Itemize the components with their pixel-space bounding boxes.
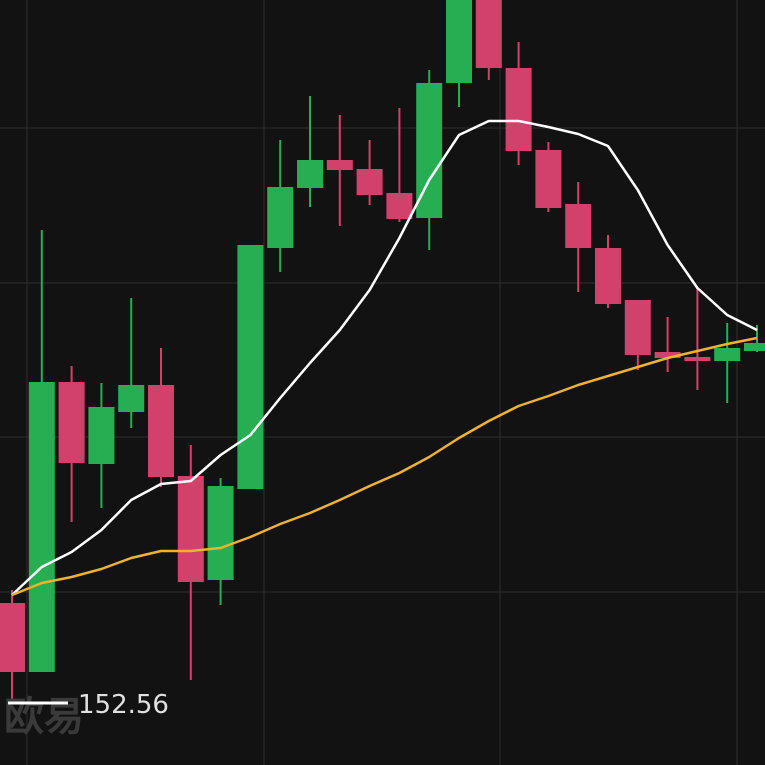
candles	[0, 0, 765, 700]
candle-body	[58, 382, 85, 463]
ma-line	[11, 336, 758, 597]
candle-body	[356, 169, 383, 195]
candle-body	[118, 385, 145, 412]
candle-body	[714, 348, 741, 361]
candle-body	[237, 245, 264, 489]
ma-line	[11, 119, 758, 596]
candle-body	[595, 248, 621, 304]
candle-body	[744, 343, 765, 351]
legend-label: 152.56	[78, 690, 169, 720]
candle-body	[475, 0, 502, 68]
moving-averages	[11, 119, 758, 597]
candle-body	[28, 382, 55, 672]
candle-body	[505, 68, 532, 151]
candle-body	[386, 193, 413, 219]
candle-body	[446, 0, 472, 83]
watermark: 欧易	[4, 694, 84, 740]
candle-body	[177, 476, 204, 582]
candle-body	[0, 603, 25, 672]
candle-body	[297, 160, 323, 188]
candle-body	[565, 204, 592, 248]
candle-body	[654, 352, 681, 358]
candle-body	[624, 300, 651, 355]
candle-body	[148, 385, 174, 477]
candle-body	[326, 160, 353, 170]
candle-body	[88, 407, 115, 464]
candle-body	[267, 187, 294, 248]
candle-body	[684, 357, 711, 361]
candle-body	[535, 150, 562, 208]
candle-body	[207, 486, 234, 580]
